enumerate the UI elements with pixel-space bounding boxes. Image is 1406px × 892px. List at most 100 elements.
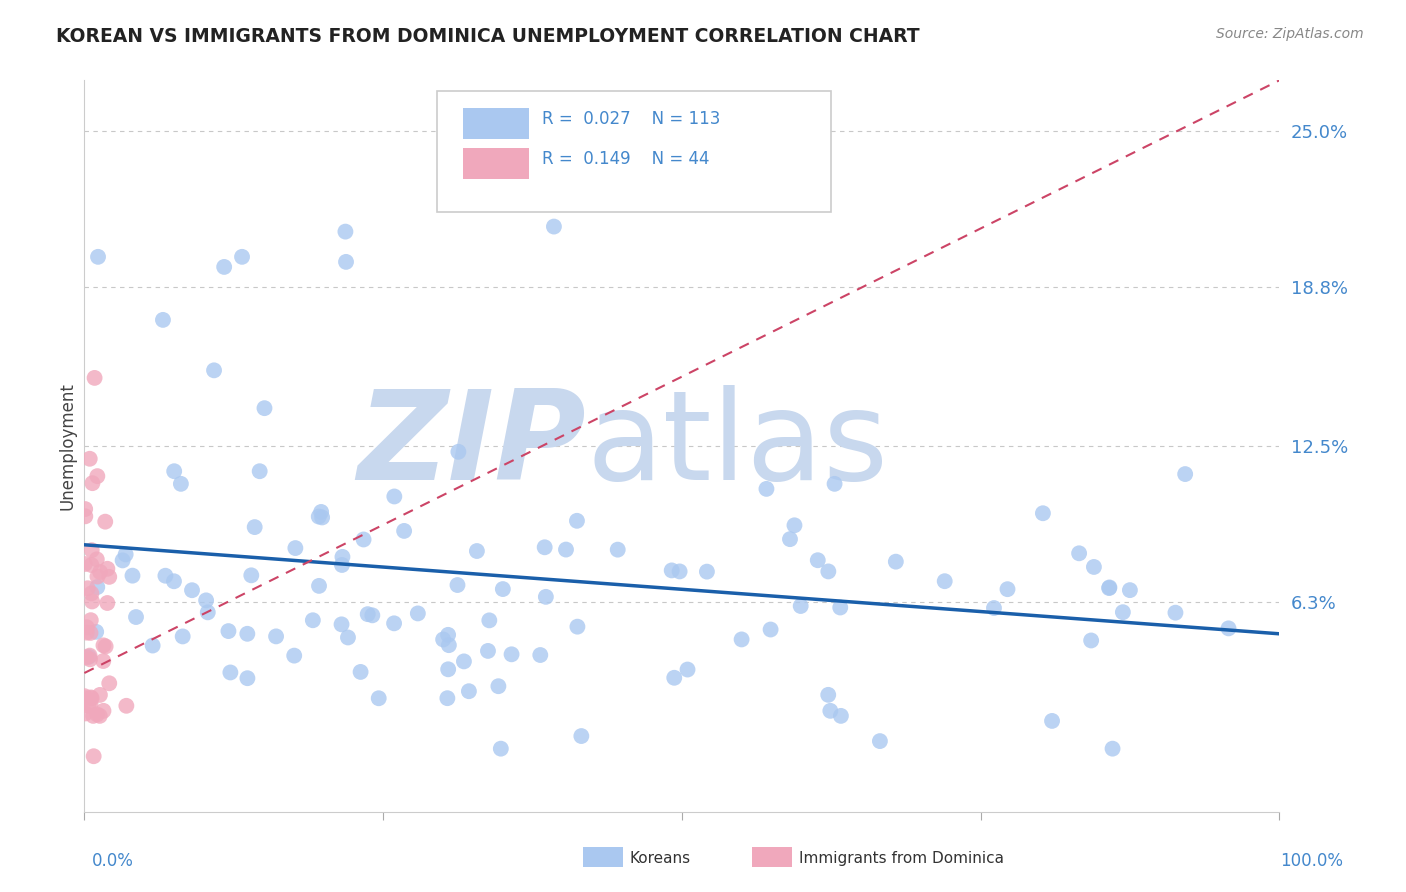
Point [283,648,305,663]
Point [1032,506,1054,520]
Point [779,532,801,546]
Point [336,631,359,645]
Point [308,579,330,593]
Point [884,555,907,569]
Point [87,250,110,264]
Point [555,542,578,557]
Point [332,549,354,564]
Point [75,691,97,706]
Point [80,613,103,627]
Point [236,671,259,685]
Point [93,638,115,652]
Point [172,629,194,643]
Point [76,581,98,595]
Point [311,510,333,524]
Point [406,607,429,621]
Point [437,638,460,652]
Text: KOREAN VS IMMIGRANTS FROM DOMINICA UNEMPLOYMENT CORRELATION CHART: KOREAN VS IMMIGRANTS FROM DOMINICA UNEMP… [56,27,920,45]
Point [696,565,718,579]
Point [197,605,219,619]
Point [253,401,276,416]
Point [86,552,108,566]
Point [163,574,186,589]
Point [533,541,555,555]
Point [330,617,353,632]
Point [565,514,588,528]
Bar [463,108,529,139]
Text: Source: ZipAtlas.com: Source: ZipAtlas.com [1216,27,1364,41]
Point [84,624,107,639]
Point [80,558,103,572]
Point [212,260,235,274]
Point [96,596,118,610]
Point [77,649,100,664]
Bar [463,148,529,179]
Point [534,590,557,604]
Point [1098,581,1121,595]
Point [142,639,165,653]
Point [75,502,97,516]
Text: atlas: atlas [586,385,889,507]
Text: 100.0%: 100.0% [1279,852,1343,870]
Point [91,654,114,668]
Point [79,648,101,663]
Point [824,476,846,491]
Point [447,444,470,458]
Point [86,580,108,594]
Point [1119,583,1142,598]
Point [111,553,134,567]
Point [94,640,117,654]
Point [82,476,104,491]
Point [73,557,96,571]
Point [830,709,852,723]
Point [125,610,148,624]
Point [80,594,103,608]
Point [817,565,839,579]
Point [335,255,357,269]
Point [489,741,512,756]
Point [79,697,101,711]
Point [264,629,287,643]
Point [807,553,830,567]
Point [437,662,460,676]
Point [353,533,375,547]
Point [155,568,177,582]
Point [1080,633,1102,648]
Text: R =  0.149    N = 44: R = 0.149 N = 44 [543,150,710,169]
Point [217,624,239,639]
Point [478,613,501,627]
Point [529,648,551,662]
Point [94,515,117,529]
Point [284,541,307,555]
Point [335,225,357,239]
Point [80,586,103,600]
Point [77,698,100,713]
Point [486,679,509,693]
Point [1083,560,1105,574]
Point [446,578,468,592]
Point [759,623,782,637]
Point [477,644,499,658]
Point [830,600,852,615]
Point [121,568,143,582]
Text: Immigrants from Dominica: Immigrants from Dominica [799,851,1004,865]
Text: 0.0%: 0.0% [91,852,134,870]
Point [606,542,628,557]
Point [997,582,1019,597]
Point [567,620,589,634]
Point [89,688,111,702]
Point [676,663,699,677]
Point [80,691,103,706]
Point [730,632,752,647]
Text: Koreans: Koreans [630,851,690,865]
Point [382,490,405,504]
Point [432,632,454,647]
Point [664,671,686,685]
FancyBboxPatch shape [437,91,831,212]
Point [89,709,111,723]
Point [98,676,121,690]
Point [543,219,565,234]
Point [1069,546,1091,560]
Point [115,698,138,713]
Point [437,628,460,642]
